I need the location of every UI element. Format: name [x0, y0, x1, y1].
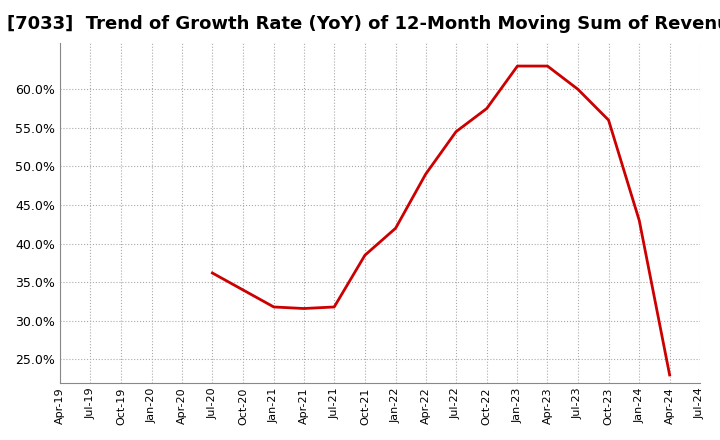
Title: [7033]  Trend of Growth Rate (YoY) of 12-Month Moving Sum of Revenues: [7033] Trend of Growth Rate (YoY) of 12-… — [7, 15, 720, 33]
